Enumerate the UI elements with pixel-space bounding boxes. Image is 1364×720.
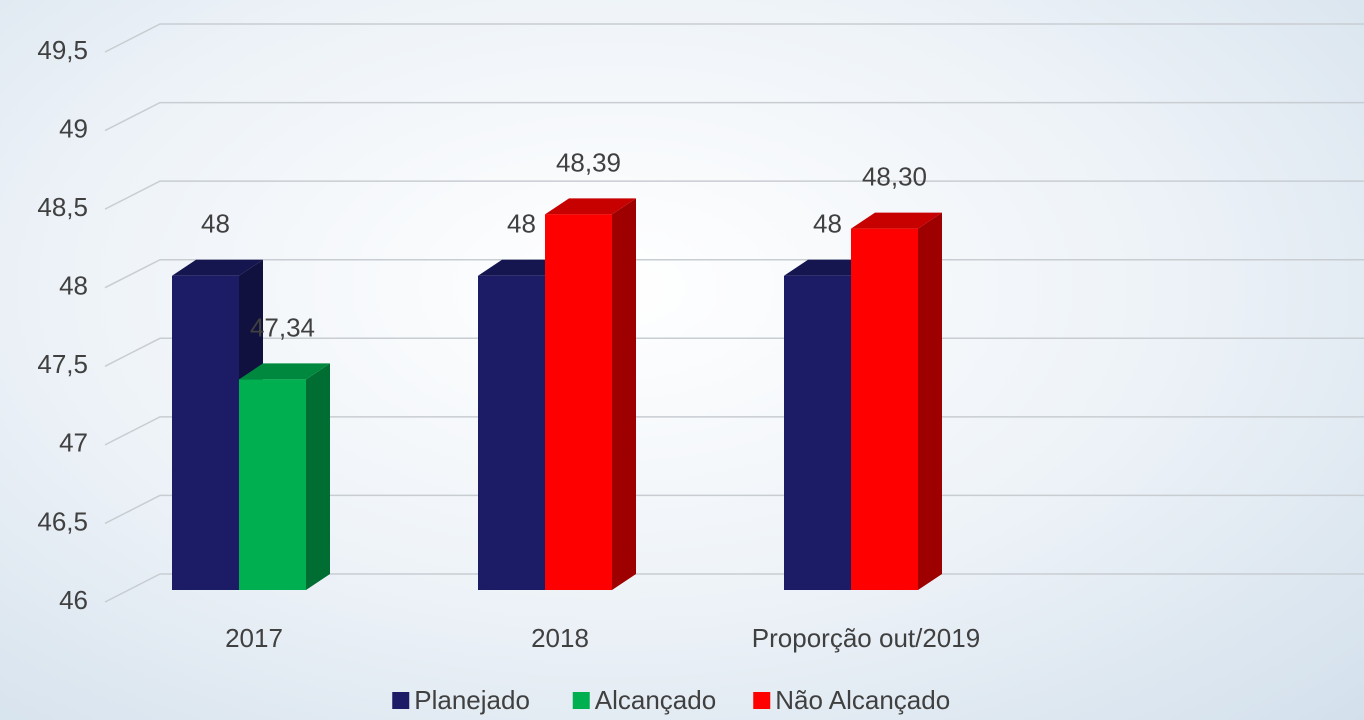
- bar-top: [851, 212, 942, 229]
- x-tick-label: 2018: [531, 623, 589, 653]
- bar-side: [306, 363, 330, 590]
- grid-line: [104, 180, 1364, 210]
- bar: [545, 198, 636, 590]
- bar-side: [612, 198, 636, 590]
- bar-front: [851, 228, 918, 591]
- grid-line: [104, 337, 1364, 367]
- grid-line: [104, 416, 1364, 446]
- data-label: 48: [507, 209, 536, 239]
- data-label: 48: [813, 209, 842, 239]
- legend-swatch: [753, 692, 771, 709]
- y-tick-label: 46,5: [37, 506, 88, 536]
- data-label: 48,30: [862, 161, 927, 191]
- grid-line: [104, 101, 1364, 132]
- bar-top: [239, 363, 330, 380]
- grid-line: [104, 494, 1364, 525]
- bar-top: [545, 198, 636, 215]
- y-tick-label: 49: [59, 113, 88, 143]
- bar-front: [239, 379, 306, 590]
- bar-top: [172, 259, 263, 276]
- x-tick-label: 2017: [225, 623, 283, 653]
- legend-label: Não Alcançado: [775, 685, 950, 715]
- legend-label: Planejado: [414, 685, 530, 715]
- grid-line: [104, 23, 1364, 53]
- data-label: 48,39: [556, 147, 621, 177]
- grid-line: [104, 258, 1364, 289]
- y-tick-label: 47,5: [37, 349, 88, 379]
- legend-label: Alcançado: [595, 685, 716, 715]
- bar-front: [478, 275, 545, 590]
- data-label: 48: [201, 209, 230, 239]
- bar: [239, 363, 330, 590]
- bar: [851, 212, 942, 591]
- y-tick-label: 48: [59, 271, 88, 301]
- bar-front: [172, 275, 239, 590]
- bar-side: [918, 212, 942, 591]
- y-tick-label: 48,5: [37, 192, 88, 222]
- x-tick-label: Proporção out/2019: [752, 623, 980, 653]
- legend-swatch: [572, 692, 590, 709]
- bar-front: [545, 214, 612, 590]
- bar-front: [784, 275, 851, 590]
- y-tick-label: 47: [59, 428, 88, 458]
- grid-line: [104, 573, 1364, 603]
- y-tick-label: 46: [59, 585, 88, 615]
- data-label: 47,34: [250, 312, 315, 342]
- legend-swatch: [392, 692, 410, 709]
- y-tick-label: 49,5: [37, 35, 88, 65]
